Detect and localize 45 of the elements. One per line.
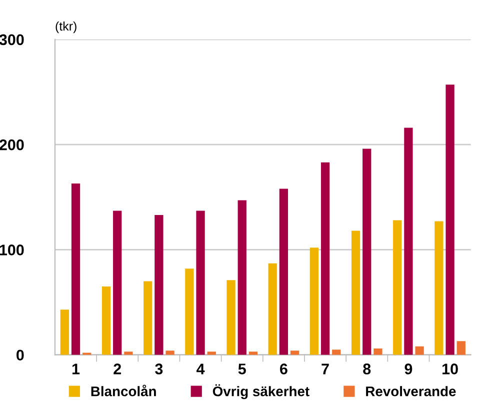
bar [113,210,122,355]
y-tick-label: 0 [16,350,24,361]
x-tick-label: 9 [404,364,412,374]
bar [124,352,133,355]
bar [268,263,277,355]
bar [393,220,402,355]
bar [166,350,174,355]
bar [290,350,300,355]
legend-label: Övrig säkerhet [212,384,310,400]
y-tick-label: 100 [0,244,24,256]
legend-label: Blancolån [91,384,156,396]
bar [102,286,111,355]
bar [456,341,466,355]
bar [60,310,69,355]
bar [144,281,152,355]
x-tick-label: 6 [280,364,288,374]
bar [374,348,382,355]
bar [71,183,80,355]
bar [362,148,372,355]
bar [238,200,246,355]
y-axis-title: (tkr) [56,21,76,34]
x-tick-label: 7 [322,364,329,374]
x-tick-label: 10 [442,364,458,374]
bar [248,352,258,355]
legend-label: Revolverande [366,386,456,396]
x-tick-label: 5 [238,364,246,374]
x-tick-label: 1 [72,364,80,374]
bar [154,215,164,355]
x-tick-label: 4 [196,364,205,374]
bar [404,128,413,355]
bar [332,350,341,355]
bar [279,188,288,355]
bar [207,352,216,355]
bar [415,346,424,355]
x-tick-label: 8 [363,364,371,374]
bar [320,162,330,355]
bar [226,280,236,355]
bar [434,221,444,355]
bar [310,248,319,355]
bar [446,84,454,355]
x-tick-label: 3 [155,364,163,374]
bar [185,268,194,355]
x-tick-label: 2 [114,364,121,374]
bar [351,230,360,355]
bar [196,210,205,355]
